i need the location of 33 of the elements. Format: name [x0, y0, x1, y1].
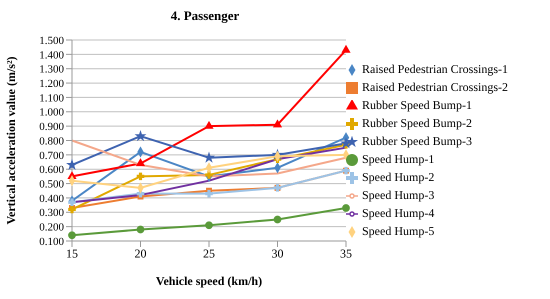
chart-title: 4. Passenger: [170, 8, 240, 24]
y-axis-title: Vertical acceleration value (m/s²): [4, 56, 18, 225]
legend-label: Speed Hump-5: [362, 224, 434, 238]
y-tick-label: 0.500: [39, 178, 64, 190]
y-tick-label: 0.800: [39, 135, 64, 148]
legend-label: Speed Hump-3: [362, 188, 434, 202]
x-tick-label: 20: [134, 246, 146, 261]
y-tick-label: 1.100: [39, 92, 64, 104]
x-axis-title: Vehicle speed (km/h): [156, 274, 262, 288]
legend-label: Raised Pedestrian Crossings-2: [362, 80, 508, 94]
y-tick-label: 1.500: [39, 34, 64, 47]
y-tick-label: 1.200: [39, 78, 64, 90]
y-tick-label: 0.400: [39, 192, 64, 205]
y-tick-label: 0.700: [39, 150, 64, 162]
legend-label: Rubber Speed Bump-3: [362, 134, 472, 148]
y-tick-label: 0.600: [39, 164, 64, 176]
x-tick-label: 35: [340, 246, 352, 261]
y-tick-label: 0.900: [39, 121, 64, 134]
x-tick-label: 30: [272, 246, 284, 261]
y-tick-label: 0.200: [39, 222, 64, 234]
legend-label: Rubber Speed Bump-2: [362, 116, 472, 130]
legend-label: Speed Hump-2: [362, 170, 434, 184]
x-tick-label: 25: [203, 246, 215, 261]
y-tick-label: 1.400: [39, 49, 64, 62]
legend-label: Rubber Speed Bump-1: [362, 98, 472, 112]
y-tick-label: 0.300: [39, 207, 64, 220]
legend-label: Speed Hump-1: [362, 152, 434, 166]
y-tick-label: 1.000: [39, 106, 64, 119]
y-tick-label: 1.300: [39, 64, 64, 76]
legend-label: Raised Pedestrian Crossings-1: [362, 62, 508, 76]
legend-label: Speed Hump-4: [362, 206, 434, 220]
y-tick-label: 0.100: [39, 236, 64, 248]
x-tick-label: 15: [66, 246, 78, 261]
